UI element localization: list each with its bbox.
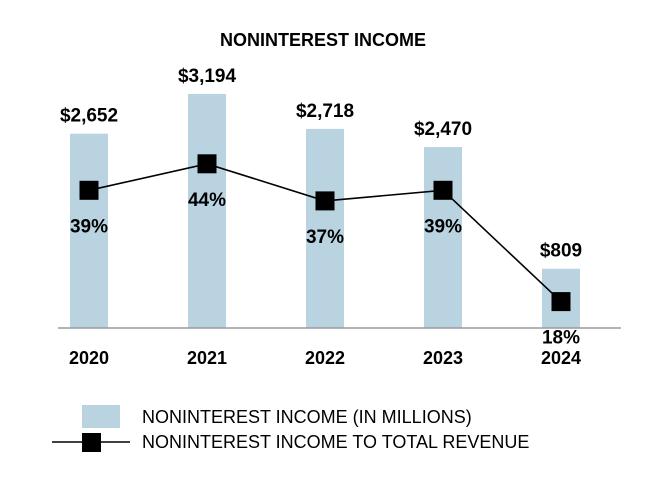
x-tick-label-2021: 2021 (187, 348, 227, 368)
bar-value-label-2022: $2,718 (296, 101, 354, 122)
line-marker-2023 (433, 180, 453, 200)
pct-label-2020: 39% (70, 216, 108, 237)
legend: NONINTEREST INCOME (IN MILLIONS) NONINTE… (52, 405, 529, 452)
label-group: $2,652 $3,194 $2,718 $2,470 $809 39% 44% 37% 39%… (60, 66, 582, 349)
legend-line-label: NONINTEREST INCOME TO TOTAL REVENUE (142, 432, 529, 452)
bar-2022 (306, 128, 344, 328)
x-tick-label-2023: 2023 (423, 348, 463, 368)
legend-line-marker (82, 433, 101, 452)
bar-2023 (424, 147, 462, 328)
pct-label-2021: 44% (188, 190, 226, 211)
x-tick-label-2022: 2022 (305, 348, 345, 368)
bar-2021 (188, 94, 226, 328)
line-marker-2020 (79, 180, 99, 200)
bar-value-label-2021: $3,194 (178, 66, 237, 87)
x-tick-label-2024: 2024 (541, 348, 581, 368)
bar-value-label-2024: $809 (540, 241, 582, 262)
x-tick-label-2020: 2020 (69, 348, 109, 368)
bar-value-label-2023: $2,470 (414, 119, 472, 140)
pct-label-2023: 39% (424, 216, 462, 237)
legend-bar-swatch (82, 405, 120, 428)
x-tick-group: 2020 2021 2022 2023 2024 (69, 348, 581, 368)
line-marker-2024 (551, 292, 571, 312)
bar-value-label-2020: $2,652 (60, 106, 118, 127)
pct-label-2024: 18% (542, 328, 580, 349)
line-marker-2021 (197, 154, 217, 174)
pct-label-2022: 37% (306, 227, 344, 248)
legend-bar-label: NONINTEREST INCOME (IN MILLIONS) (142, 407, 472, 427)
line-series-group (79, 154, 571, 312)
bar-2020 (70, 133, 108, 328)
bar-group (70, 94, 580, 328)
chart-title: NONINTEREST INCOME (220, 30, 426, 50)
line-marker-2022 (315, 191, 335, 211)
